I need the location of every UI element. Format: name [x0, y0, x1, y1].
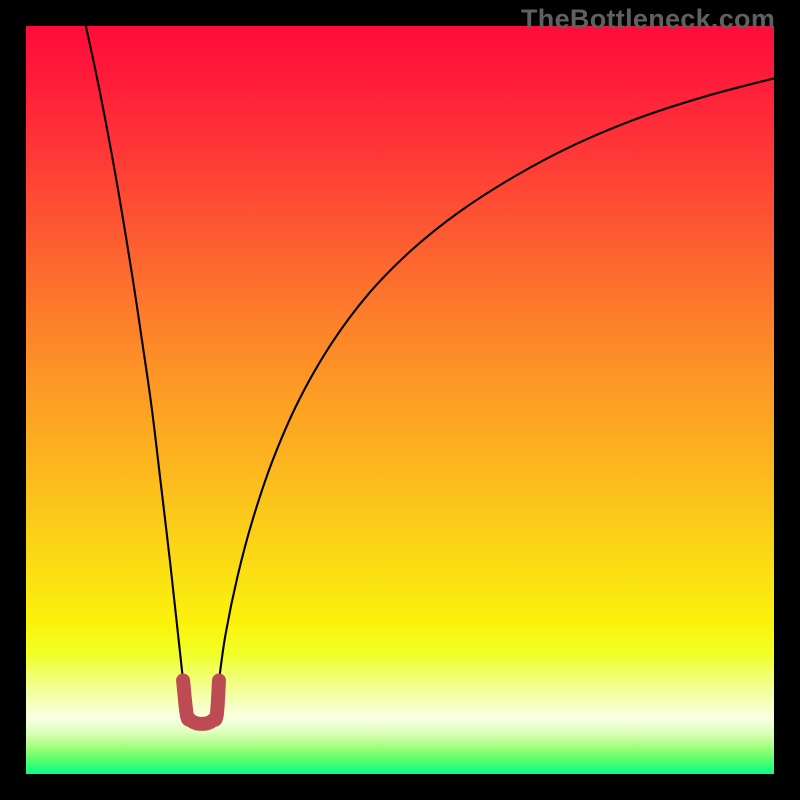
chart-overlay	[26, 26, 774, 774]
ascending-branch	[219, 78, 774, 680]
plot-area	[26, 26, 774, 774]
descending-branch	[86, 26, 183, 681]
bottleneck-zone	[183, 681, 219, 724]
watermark-text: TheBottleneck.com	[521, 4, 775, 35]
chart-stage: TheBottleneck.com	[0, 0, 800, 800]
